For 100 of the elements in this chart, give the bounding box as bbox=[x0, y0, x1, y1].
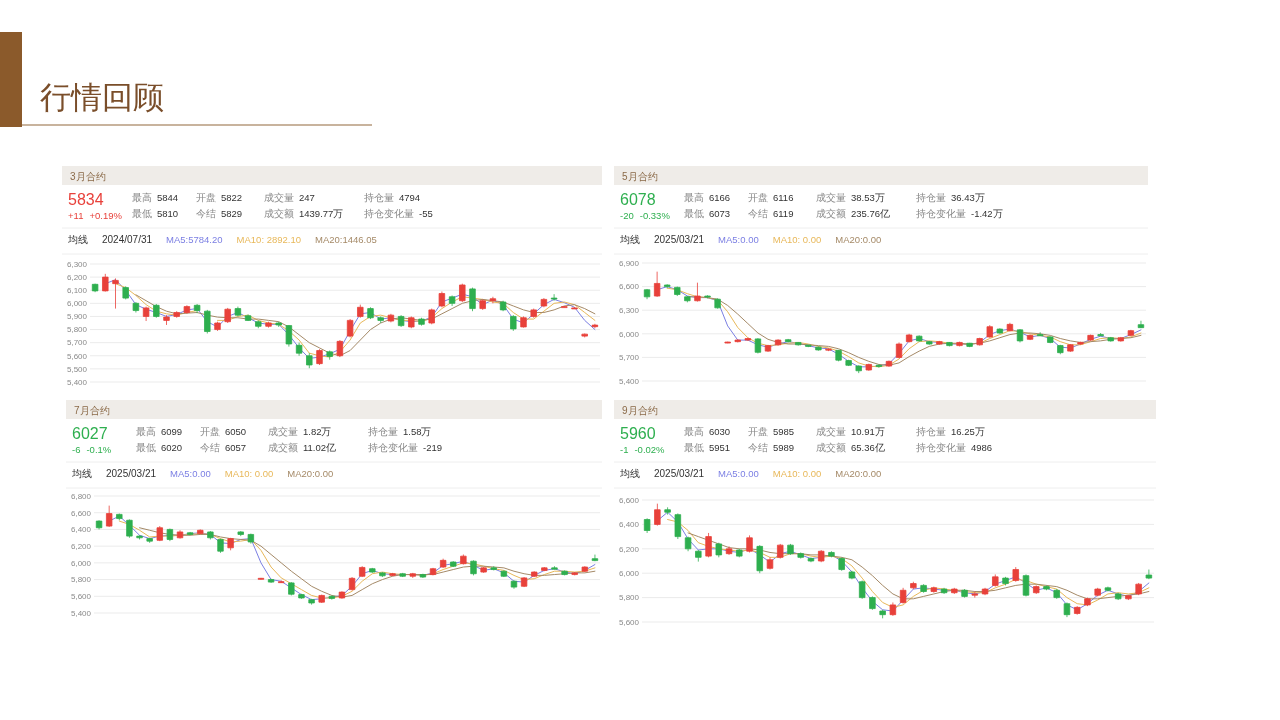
candlestick bbox=[895, 342, 903, 359]
candlestick bbox=[136, 534, 143, 540]
candlestick bbox=[520, 316, 527, 328]
candlestick bbox=[1006, 322, 1014, 332]
candlestick bbox=[224, 307, 231, 324]
candlestick bbox=[112, 278, 119, 309]
y-tick-label: 6,000 bbox=[618, 569, 640, 578]
y-tick-label: 5,800 bbox=[66, 325, 88, 335]
y-tick-label: 5,900 bbox=[66, 312, 88, 322]
candlestick bbox=[817, 549, 825, 563]
candlestick bbox=[1084, 597, 1091, 607]
candlestick bbox=[1057, 344, 1064, 355]
y-tick-label: 6,100 bbox=[66, 286, 88, 296]
text: MA5:0.00 bbox=[718, 468, 759, 479]
y-tick-label: 6,200 bbox=[70, 541, 92, 551]
text: 6030 bbox=[709, 426, 731, 437]
candlestick bbox=[591, 323, 599, 329]
candlestick bbox=[460, 554, 467, 565]
candlestick bbox=[725, 545, 733, 556]
candlestick bbox=[754, 337, 762, 354]
candlestick bbox=[1026, 334, 1034, 341]
candlestick bbox=[1135, 582, 1142, 596]
text: 5960 bbox=[620, 425, 656, 442]
candlestick bbox=[348, 576, 356, 591]
candlestick bbox=[278, 580, 285, 584]
candlestick bbox=[1114, 592, 1122, 601]
candlestick bbox=[439, 558, 447, 569]
candlestick bbox=[95, 519, 103, 530]
candlestick bbox=[835, 349, 842, 362]
candlestick bbox=[247, 533, 255, 545]
candlestick bbox=[571, 571, 578, 576]
candlestick bbox=[389, 572, 396, 577]
candlestick bbox=[654, 503, 661, 527]
candlestick bbox=[408, 316, 415, 329]
candlestick bbox=[848, 570, 856, 580]
chart-title: 3月合约 bbox=[70, 170, 106, 182]
text: 持仓变化量 bbox=[368, 442, 418, 453]
y-tick-label: 6,000 bbox=[70, 558, 92, 568]
candlestick bbox=[764, 344, 772, 353]
candlestick bbox=[1033, 585, 1040, 595]
candlestick bbox=[1077, 341, 1084, 346]
y-tick-label: 5,600 bbox=[618, 617, 640, 627]
candlestick bbox=[318, 594, 325, 604]
text: 成交量 bbox=[816, 426, 846, 437]
y-tick-label: 5,400 bbox=[70, 608, 92, 618]
candlestick bbox=[581, 565, 588, 573]
candlestick bbox=[899, 587, 907, 605]
text: 成交量 bbox=[816, 192, 846, 203]
text: 最高 bbox=[684, 192, 704, 203]
candlestick bbox=[91, 283, 99, 293]
text: -20 bbox=[620, 210, 634, 221]
candlestick bbox=[156, 525, 163, 542]
candlestick bbox=[951, 587, 958, 595]
text: 持仓变化量 bbox=[364, 208, 414, 219]
candlestick bbox=[905, 333, 913, 343]
candlestick bbox=[664, 506, 671, 516]
text: 1.58万 bbox=[403, 426, 432, 437]
text: 最高 bbox=[684, 426, 704, 437]
text: 5810 bbox=[157, 208, 179, 219]
candlestick bbox=[346, 318, 354, 338]
candlestick bbox=[766, 556, 774, 570]
text: 38.53万 bbox=[851, 192, 885, 203]
candlestick bbox=[966, 342, 973, 348]
candlestick bbox=[275, 321, 282, 328]
candlestick bbox=[1087, 334, 1094, 342]
candlestick bbox=[926, 340, 933, 346]
text: 36.43万 bbox=[951, 192, 985, 203]
text: 2024/07/31 bbox=[102, 234, 153, 245]
candlestick bbox=[1043, 585, 1050, 591]
candlestick bbox=[714, 298, 721, 310]
candlestick bbox=[541, 566, 548, 572]
candlestick bbox=[102, 273, 109, 292]
candlestick bbox=[459, 283, 466, 303]
candlestick bbox=[664, 283, 671, 289]
candlestick bbox=[197, 529, 204, 535]
text: 16.25万 bbox=[951, 426, 985, 437]
text: 6099 bbox=[161, 426, 183, 437]
candlestick bbox=[173, 310, 180, 319]
candlestick bbox=[784, 338, 792, 343]
chart-title: 7月合约 bbox=[74, 404, 110, 416]
text: 今结 bbox=[748, 442, 768, 453]
candlestick bbox=[946, 341, 953, 347]
candlestick bbox=[106, 505, 113, 528]
candlestick bbox=[1002, 576, 1009, 586]
candlestick bbox=[746, 534, 753, 553]
candlestick bbox=[379, 571, 386, 578]
text: 最低 bbox=[132, 208, 152, 219]
candlestick bbox=[146, 537, 153, 544]
text: 成交额 bbox=[816, 208, 846, 219]
candlestick bbox=[1073, 605, 1081, 616]
candlestick bbox=[183, 304, 191, 315]
candlestick bbox=[581, 333, 588, 338]
y-tick-label: 6,200 bbox=[66, 272, 88, 282]
candlestick bbox=[338, 590, 346, 600]
candlestick bbox=[306, 352, 313, 369]
candlestick bbox=[1047, 336, 1054, 344]
text: 5829 bbox=[221, 208, 243, 219]
candlestick bbox=[875, 364, 883, 369]
text: 2025/03/21 bbox=[654, 234, 705, 245]
candlestick bbox=[428, 308, 435, 325]
